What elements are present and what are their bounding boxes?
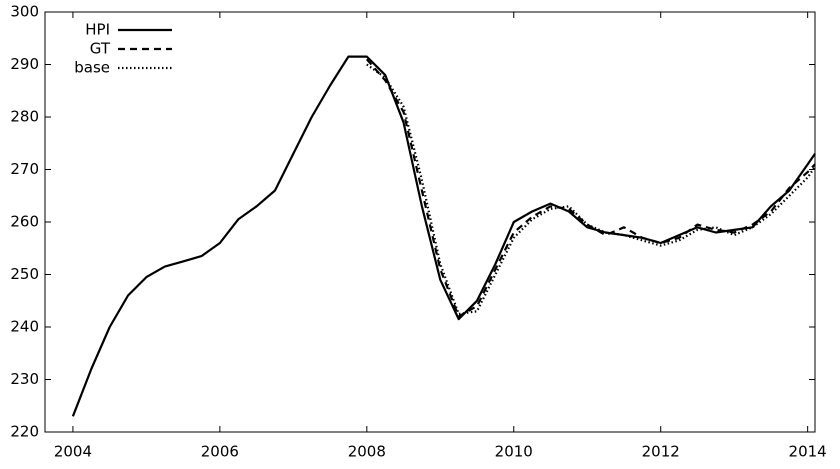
x-tick-label: 2012 <box>642 443 680 461</box>
x-tick-label: 2008 <box>348 443 386 461</box>
x-tick-label: 2004 <box>54 443 92 461</box>
plot-frame <box>44 11 816 433</box>
x-tick-label: 2014 <box>789 443 827 461</box>
x-tick-label: 2010 <box>495 443 533 461</box>
y-tick-label: 280 <box>10 108 39 126</box>
y-tick-label: 240 <box>10 318 39 336</box>
y-tick-label: 260 <box>10 213 39 231</box>
x-tick-label: 2006 <box>201 443 239 461</box>
series-line <box>71 55 816 417</box>
legend-label: GT <box>90 40 111 58</box>
legend-label: base <box>74 59 110 77</box>
series-line <box>366 63 816 315</box>
y-tick-label: 220 <box>10 423 39 441</box>
y-tick-label: 300 <box>10 3 39 21</box>
y-tick-label: 230 <box>10 370 39 388</box>
y-tick-label: 270 <box>10 160 39 178</box>
y-tick-label: 250 <box>10 265 39 283</box>
y-tick-label: 290 <box>10 55 39 73</box>
legend-label: HPI <box>85 21 110 39</box>
series-line <box>365 58 816 318</box>
